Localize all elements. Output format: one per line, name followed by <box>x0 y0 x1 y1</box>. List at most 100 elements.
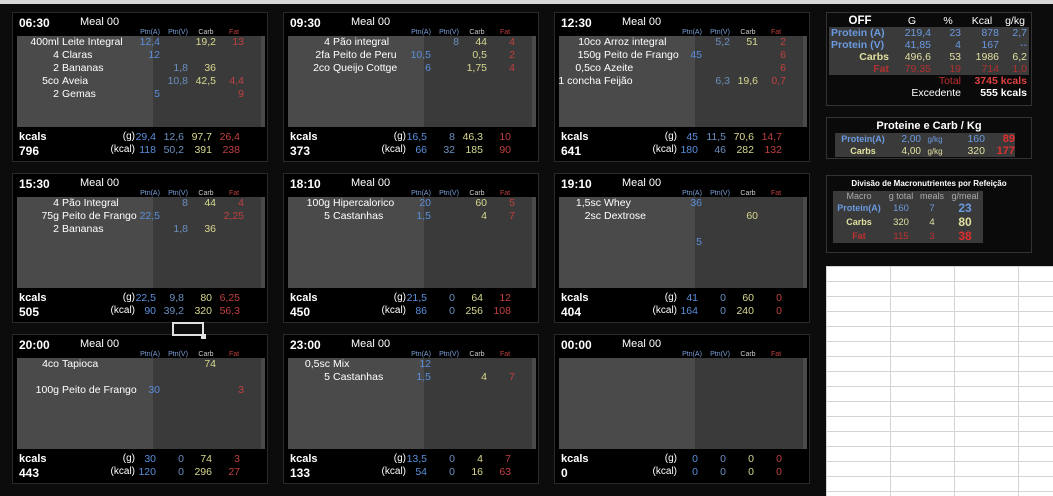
food-fat[interactable]: 5 <box>509 197 515 209</box>
food-fat[interactable]: 9 <box>238 88 244 100</box>
food-name[interactable]: Whey <box>604 197 631 209</box>
food-row[interactable]: 5 <box>559 236 807 249</box>
food-row[interactable]: 1 concha Feijão 6,3 19,6 0,7 <box>558 75 807 88</box>
food-quantity[interactable]: 5 <box>324 371 330 383</box>
food-name[interactable]: Peito de Frango <box>62 210 137 222</box>
meal-time[interactable]: 19:10 <box>561 177 592 191</box>
meal-name[interactable]: Meal 00 <box>622 338 662 350</box>
food-fat[interactable]: 3 <box>238 384 244 396</box>
food-quantity[interactable]: 4 <box>324 36 330 48</box>
food-fat[interactable]: 4 <box>509 36 515 48</box>
food-protein-a[interactable]: 6 <box>425 62 431 74</box>
food-row[interactable]: 0,5sc Mix 12 <box>288 358 536 371</box>
food-fat[interactable]: 4,4 <box>229 75 244 87</box>
food-protein-a[interactable]: 45 <box>690 49 702 61</box>
food-row[interactable]: 2fa Peito de Peru 10,5 0,5 2 <box>288 49 536 62</box>
meal-name[interactable]: Meal 00 <box>80 16 120 28</box>
food-protein-a[interactable]: 5 <box>154 88 160 100</box>
food-carb[interactable]: 36 <box>204 223 216 235</box>
food-fat[interactable]: 2 <box>780 36 786 48</box>
food-row[interactable]: 2 Gemas 5 9 <box>17 88 265 101</box>
meal-time[interactable]: 20:00 <box>19 338 50 352</box>
meal-time[interactable]: 15:30 <box>19 177 50 191</box>
food-protein-a[interactable]: 36 <box>690 197 702 209</box>
meal-time[interactable]: 00:00 <box>561 338 592 352</box>
food-protein-v[interactable]: 6,3 <box>715 75 730 87</box>
food-quantity[interactable]: 2sc <box>584 210 601 222</box>
food-name[interactable]: Peito de Frango <box>604 49 679 61</box>
food-quantity[interactable]: 1,5sc <box>575 197 601 209</box>
food-row[interactable]: 4 Claras 12 <box>17 49 265 62</box>
food-row[interactable]: 1,5sc Whey 36 <box>559 197 807 210</box>
food-row[interactable]: 10co Arroz integral 5,2 51 2 <box>559 36 807 49</box>
food-fat[interactable]: 13 <box>232 36 244 48</box>
meal-name[interactable]: Meal 00 <box>622 16 662 28</box>
food-row[interactable]: 5 Castanhas 1,5 4 7 <box>288 210 536 223</box>
food-quantity[interactable]: 75g <box>41 210 59 222</box>
food-quantity[interactable]: 5 <box>324 210 330 222</box>
food-protein-a[interactable]: 5 <box>696 236 702 248</box>
food-carb[interactable]: 42,5 <box>195 75 216 87</box>
meal-name[interactable]: Meal 00 <box>622 177 662 189</box>
meal-time[interactable]: 18:10 <box>290 177 321 191</box>
meal-name[interactable]: Meal 00 <box>351 177 391 189</box>
food-protein-v[interactable]: 8 <box>453 36 459 48</box>
food-fat[interactable]: 2 <box>509 49 515 61</box>
food-name[interactable]: Dextrose <box>604 210 647 222</box>
food-quantity[interactable]: 10co <box>578 36 601 48</box>
food-carb[interactable]: 74 <box>204 358 216 370</box>
food-row[interactable]: 150g Peito de Frango 45 6 <box>559 49 807 62</box>
food-quantity[interactable]: 2 <box>53 88 59 100</box>
food-name[interactable]: Bananas <box>62 223 104 235</box>
meal-name[interactable]: Meal 00 <box>351 338 391 350</box>
meal-time[interactable]: 06:30 <box>19 16 50 30</box>
food-row[interactable] <box>559 223 807 236</box>
food-quantity[interactable]: 5co <box>42 75 59 87</box>
food-name[interactable]: Aveia <box>62 75 89 87</box>
food-name[interactable]: Tapioca <box>62 358 99 370</box>
food-protein-a[interactable]: 1,5 <box>416 210 431 222</box>
food-name[interactable]: Peito de Frango <box>62 384 137 396</box>
food-name[interactable]: Peito de Peru <box>333 49 397 61</box>
food-fat[interactable]: 4 <box>509 62 515 74</box>
food-fat[interactable]: 7 <box>509 371 515 383</box>
food-row[interactable]: 2 Bananas 1,8 36 <box>17 223 265 236</box>
food-name[interactable]: Gemas <box>62 88 96 100</box>
food-carb[interactable]: 51 <box>746 36 758 48</box>
food-carb[interactable]: 4 <box>481 371 487 383</box>
food-name[interactable]: Castanhas <box>333 371 384 383</box>
food-quantity[interactable]: 1 concha <box>558 75 601 87</box>
food-row[interactable]: 2co Queijo Cottge 6 1,75 4 <box>288 62 536 75</box>
food-fat[interactable]: 0,7 <box>771 75 786 87</box>
food-fat[interactable]: 2,25 <box>223 210 244 222</box>
food-quantity[interactable]: 2 <box>53 62 59 74</box>
food-carb[interactable]: 4 <box>481 210 487 222</box>
food-quantity[interactable]: 0,5sc <box>304 358 330 370</box>
food-name[interactable]: Feijão <box>604 75 633 87</box>
meal-name[interactable]: Meal 00 <box>80 177 120 189</box>
food-carb[interactable]: 19,2 <box>195 36 216 48</box>
food-carb[interactable]: 1,75 <box>466 62 487 74</box>
food-name[interactable]: Mix <box>333 358 350 370</box>
food-row[interactable]: 5 Castanhas 1,5 4 7 <box>288 371 536 384</box>
food-name[interactable]: Hipercalorico <box>333 197 395 209</box>
food-quantity[interactable]: 100g <box>306 197 330 209</box>
food-fat[interactable]: 6 <box>780 62 786 74</box>
food-row[interactable]: 400ml Leite Integral 12,4 19,2 13 <box>17 36 265 49</box>
food-fat[interactable]: 4 <box>238 197 244 209</box>
food-quantity[interactable]: 4co <box>42 358 59 370</box>
food-row[interactable]: 100g Peito de Frango 30 3 <box>17 384 265 397</box>
fill-handle[interactable] <box>201 334 206 339</box>
meal-time[interactable]: 12:30 <box>561 16 592 30</box>
food-fat[interactable]: 6 <box>780 49 786 61</box>
food-row[interactable]: 75g Peito de Frango 22,5 2,25 <box>17 210 265 223</box>
food-row[interactable]: 4 Pão Integral 8 44 4 <box>17 197 265 210</box>
food-quantity[interactable]: 2co <box>313 62 330 74</box>
food-carb[interactable]: 44 <box>475 36 487 48</box>
food-name[interactable]: Azeite <box>604 62 634 74</box>
food-name[interactable]: Pão Integral <box>62 197 119 209</box>
food-protein-a[interactable]: 12 <box>419 358 431 370</box>
food-row[interactable]: 5co Aveia 10,8 42,5 4,4 <box>17 75 265 88</box>
food-row[interactable]: 4co Tapioca 74 <box>17 358 265 371</box>
food-carb[interactable]: 19,6 <box>737 75 758 87</box>
